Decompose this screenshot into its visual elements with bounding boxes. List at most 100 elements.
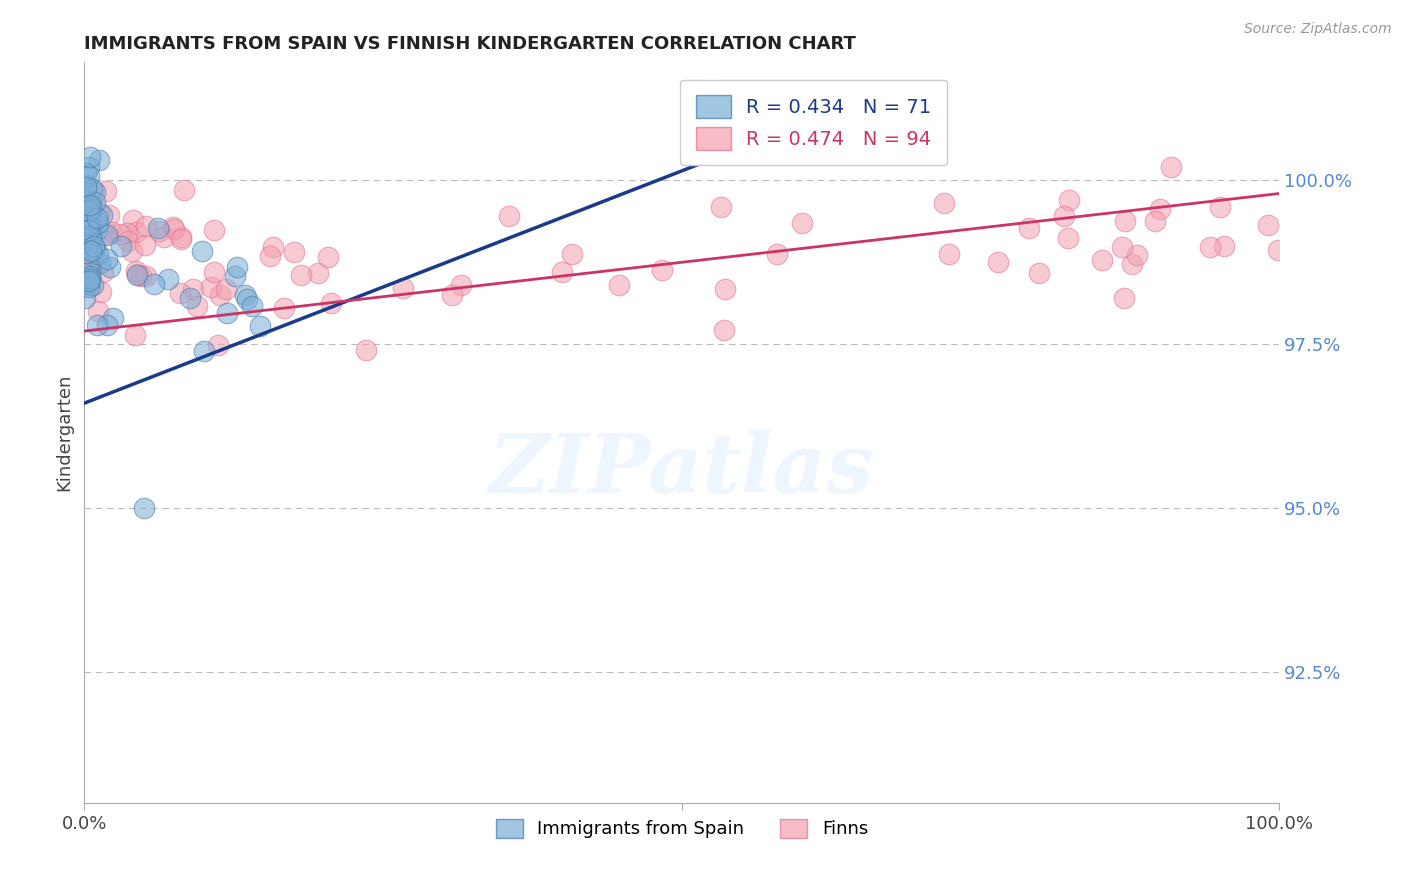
Point — [87, 205, 110, 219]
Point — [75, 187, 97, 202]
Point — [94, 184, 117, 198]
Point — [391, 281, 413, 295]
Point — [207, 338, 229, 352]
Point — [82, 182, 104, 196]
Point — [316, 250, 339, 264]
Point — [80, 201, 103, 215]
Point — [124, 328, 146, 343]
Point — [170, 230, 193, 244]
Point — [84, 241, 107, 255]
Point — [87, 153, 110, 168]
Point — [132, 500, 156, 515]
Point — [73, 246, 96, 260]
Text: ZIPatlas: ZIPatlas — [489, 430, 875, 509]
Point — [1143, 214, 1166, 228]
Point — [135, 269, 157, 284]
Point — [108, 227, 131, 242]
Point — [146, 221, 169, 235]
Point — [77, 203, 100, 218]
Point — [117, 234, 139, 248]
Point — [77, 254, 100, 268]
Point — [82, 252, 104, 266]
Point — [79, 263, 101, 277]
Point — [173, 183, 195, 197]
Point — [607, 277, 630, 292]
Point — [79, 274, 101, 288]
Point — [87, 247, 110, 261]
Point — [162, 219, 184, 234]
Point — [153, 230, 176, 244]
Point — [202, 265, 225, 279]
Point — [80, 201, 103, 215]
Point — [90, 285, 112, 299]
Point — [170, 232, 193, 246]
Point — [766, 247, 789, 261]
Point — [224, 269, 246, 284]
Point — [259, 249, 281, 263]
Point — [1053, 210, 1076, 224]
Point — [354, 343, 377, 358]
Point — [1018, 221, 1040, 235]
Legend: Immigrants from Spain, Finns: Immigrants from Spain, Finns — [488, 812, 876, 846]
Point — [98, 208, 121, 222]
Y-axis label: Kindergarten: Kindergarten — [55, 374, 73, 491]
Point — [77, 252, 100, 266]
Point — [89, 256, 111, 270]
Point — [75, 165, 97, 179]
Point — [76, 240, 98, 254]
Point — [193, 343, 215, 358]
Point — [77, 247, 100, 261]
Point — [240, 300, 263, 314]
Point — [80, 220, 103, 235]
Point — [713, 323, 735, 337]
Point — [179, 291, 201, 305]
Point — [79, 269, 101, 284]
Point — [75, 180, 97, 194]
Point — [215, 282, 238, 296]
Point — [75, 216, 97, 230]
Point — [79, 272, 101, 286]
Point — [77, 280, 100, 294]
Point — [283, 244, 305, 259]
Point — [80, 241, 103, 255]
Point — [77, 169, 100, 184]
Point — [80, 244, 103, 258]
Point — [79, 202, 101, 216]
Point — [1149, 202, 1171, 217]
Point — [96, 318, 118, 332]
Point — [208, 288, 231, 302]
Text: Source: ZipAtlas.com: Source: ZipAtlas.com — [1244, 22, 1392, 37]
Point — [75, 291, 97, 305]
Point — [1114, 214, 1136, 228]
Point — [101, 225, 124, 239]
Point — [1209, 200, 1232, 214]
Point — [1199, 240, 1222, 254]
Point — [79, 150, 101, 164]
Point — [91, 265, 114, 279]
Point — [290, 268, 312, 283]
Point — [76, 178, 98, 192]
Point — [79, 271, 101, 285]
Point — [163, 222, 186, 236]
Point — [87, 304, 110, 318]
Point — [938, 247, 960, 261]
Point — [1028, 266, 1050, 280]
Point — [148, 224, 170, 238]
Point — [110, 239, 132, 253]
Point — [714, 282, 737, 296]
Point — [77, 218, 100, 232]
Point — [73, 235, 96, 250]
Point — [80, 211, 103, 226]
Point — [450, 277, 472, 292]
Point — [76, 199, 98, 213]
Point — [1125, 248, 1147, 262]
Point — [186, 299, 208, 313]
Point — [75, 218, 97, 232]
Point — [79, 219, 101, 234]
Point — [77, 160, 100, 174]
Point — [101, 311, 124, 326]
Point — [498, 209, 520, 223]
Point — [1111, 239, 1133, 253]
Point — [236, 292, 259, 306]
Point — [115, 226, 138, 240]
